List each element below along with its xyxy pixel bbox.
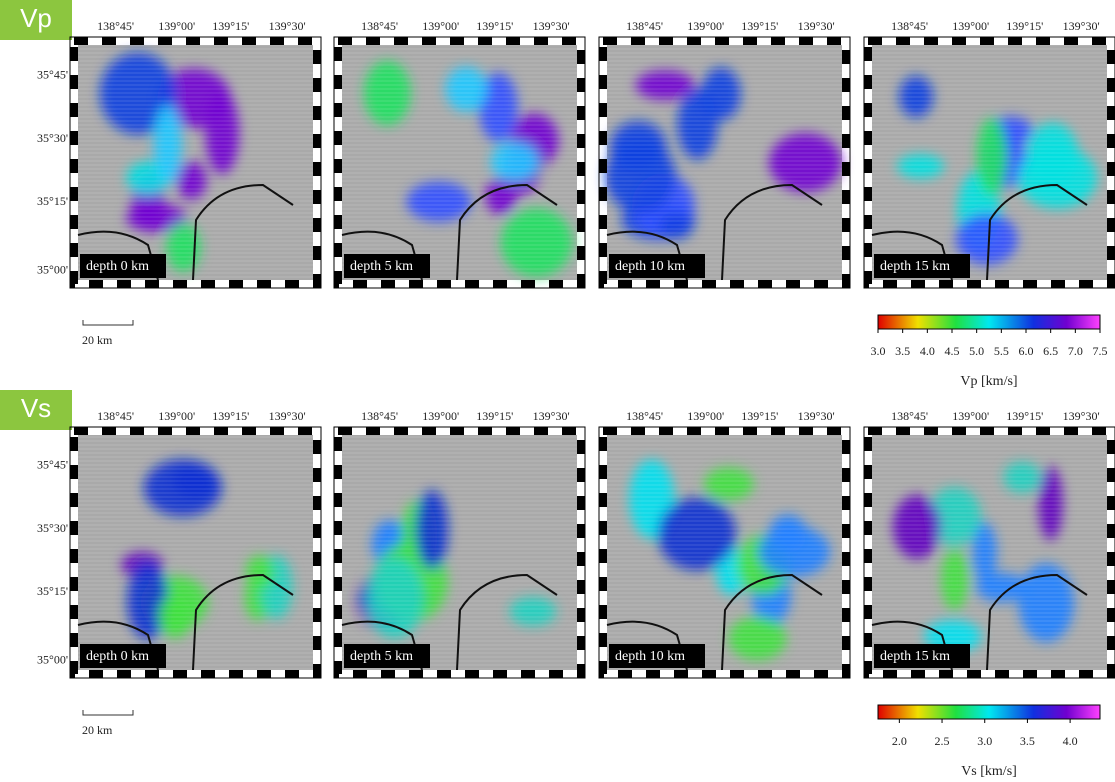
map-panel: depth 5 km 138°45' 139°00' 139°15' 139°30' (334, 409, 585, 678)
scale-bar-label: 20 km (82, 723, 113, 737)
lon-tick-label: 139°15' (212, 409, 249, 423)
row-tag: Vp (20, 3, 52, 33)
depth-label: depth 5 km (350, 649, 413, 664)
map-panel: depth 15 km 138°45' 139°00' 139°15' 139°30' (864, 19, 1115, 288)
lat-tick-label: 35°15' (37, 194, 68, 208)
lat-tick-label: 35°00' (37, 652, 68, 666)
colorbar-tick-label: 4.5 (945, 344, 960, 358)
lon-tick-label: 139°00' (687, 409, 724, 423)
lon-tick-label: 139°00' (422, 19, 459, 33)
lat-tick-label: 35°30' (37, 521, 68, 535)
map-panel: depth 0 km 138°45' 139°00' 139°15' 139°30' 35… (37, 409, 321, 678)
lon-tick-label: 139°00' (952, 409, 989, 423)
map-panel: depth 10 km 138°45' 139°00' 139°15' 139°30' (599, 409, 850, 678)
lon-tick-label: 139°00' (422, 409, 459, 423)
lon-tick-label: 139°30' (1063, 19, 1100, 33)
map-panel: depth 5 km 138°45' 139°00' 139°15' 139°30' (334, 19, 585, 288)
colorbar-title: Vs [km/s] (961, 764, 1017, 779)
colorbar-tick-label: 4.0 (1063, 734, 1078, 748)
colorbar-tick-label: 7.5 (1093, 344, 1108, 358)
colorbar-tick-label: 3.0 (977, 734, 992, 748)
lon-tick-label: 139°15' (476, 19, 513, 33)
depth-label: depth 5 km (350, 259, 413, 274)
colorbar-tick-label: 3.0 (871, 344, 886, 358)
lon-tick-label: 138°45' (891, 409, 928, 423)
lon-tick-label: 138°45' (626, 409, 663, 423)
map-panel: depth 15 km 138°45' 139°00' 139°15' 139°30' (864, 409, 1115, 678)
lon-tick-label: 139°30' (269, 19, 306, 33)
lon-tick-label: 139°30' (798, 409, 835, 423)
lon-tick-label: 139°15' (212, 19, 249, 33)
lon-tick-label: 139°30' (269, 409, 306, 423)
lon-tick-label: 139°15' (1006, 19, 1043, 33)
colorbar-tick-label: 2.5 (935, 734, 950, 748)
scale-bar-label: 20 km (82, 333, 113, 347)
lon-tick-label: 139°15' (741, 19, 778, 33)
colorbar-tick-label: 6.0 (1019, 344, 1034, 358)
colorbar (878, 705, 1100, 719)
scale-bar (83, 710, 133, 715)
colorbar-tick-label: 5.0 (969, 344, 984, 358)
lat-tick-label: 35°45' (37, 67, 68, 81)
lat-tick-label: 35°15' (37, 584, 68, 598)
lon-tick-label: 138°45' (626, 19, 663, 33)
lon-tick-label: 139°00' (687, 19, 724, 33)
row-tag: Vs (21, 393, 51, 423)
colorbar-tick-label: 3.5 (895, 344, 910, 358)
lat-tick-label: 35°45' (37, 457, 68, 471)
lon-tick-label: 138°45' (97, 19, 134, 33)
lon-tick-label: 139°15' (741, 409, 778, 423)
colorbar-tick-label: 2.0 (892, 734, 907, 748)
lon-tick-label: 139°15' (476, 409, 513, 423)
figure: Vp depth 0 km 138°45' 139°00' 139°15' 139°30'… (0, 0, 1115, 782)
lon-tick-label: 138°45' (97, 409, 134, 423)
scale-bar (83, 320, 133, 325)
colorbar-tick-label: 6.5 (1043, 344, 1058, 358)
lon-tick-label: 139°30' (533, 19, 570, 33)
depth-label: depth 10 km (615, 259, 685, 274)
colorbar (878, 315, 1100, 329)
lon-tick-label: 139°30' (798, 19, 835, 33)
colorbar-tick-label: 5.5 (994, 344, 1009, 358)
lon-tick-label: 139°15' (1006, 409, 1043, 423)
colorbar-tick-label: 7.0 (1068, 344, 1083, 358)
lon-tick-label: 138°45' (891, 19, 928, 33)
depth-label: depth 0 km (86, 649, 149, 664)
colorbar-tick-label: 4.0 (920, 344, 935, 358)
lat-tick-label: 35°00' (37, 262, 68, 276)
depth-label: depth 15 km (880, 259, 950, 274)
map-panel: depth 10 km 138°45' 139°00' 139°15' 139°30' (599, 19, 850, 288)
lon-tick-label: 138°45' (361, 19, 398, 33)
lon-tick-label: 138°45' (361, 409, 398, 423)
depth-label: depth 0 km (86, 259, 149, 274)
map-panel: depth 0 km 138°45' 139°00' 139°15' 139°30' 35… (37, 19, 321, 288)
lat-tick-label: 35°30' (37, 131, 68, 145)
depth-label: depth 10 km (615, 649, 685, 664)
lon-tick-label: 139°00' (158, 19, 195, 33)
lon-tick-label: 139°30' (1063, 409, 1100, 423)
colorbar-tick-label: 3.5 (1020, 734, 1035, 748)
lon-tick-label: 139°00' (158, 409, 195, 423)
depth-label: depth 15 km (880, 649, 950, 664)
colorbar-title: Vp [km/s] (960, 374, 1017, 389)
lon-tick-label: 139°30' (533, 409, 570, 423)
lon-tick-label: 139°00' (952, 19, 989, 33)
